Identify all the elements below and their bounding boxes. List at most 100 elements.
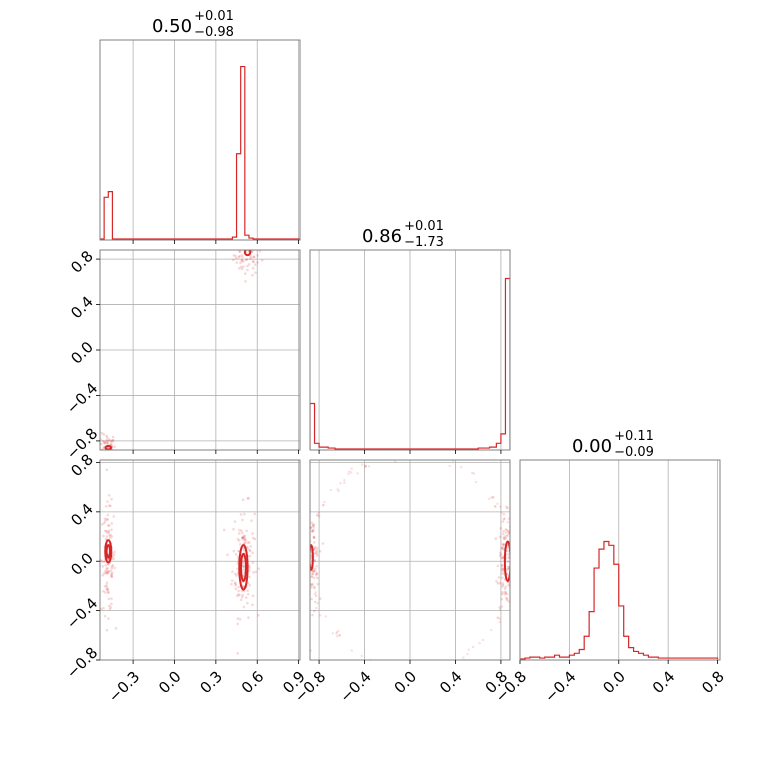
- scatter-point: [500, 511, 503, 514]
- scatter-point: [324, 615, 327, 618]
- scatter-point: [501, 520, 505, 523]
- scatter-point: [314, 545, 317, 549]
- scatter-point: [234, 587, 238, 591]
- scatter-point: [248, 566, 251, 569]
- panel-content: [100, 240, 264, 454]
- scatter-point: [110, 571, 114, 575]
- scatter-point: [507, 600, 510, 603]
- scatter-point: [251, 536, 255, 540]
- scatter-point: [311, 524, 315, 528]
- scatter-point: [505, 598, 509, 602]
- scatter-point: [495, 579, 498, 583]
- scatter-point: [307, 539, 309, 541]
- scatter-point: [252, 240, 255, 243]
- panel-1-1: 0.86 +0.01−1.73: [309, 219, 511, 454]
- scatter-point: [107, 524, 111, 527]
- scatter-point: [310, 575, 313, 578]
- scatter-point: [313, 592, 317, 596]
- scatter-point: [246, 264, 249, 268]
- scatter-point: [311, 613, 314, 617]
- scatter-point: [507, 567, 510, 571]
- scatter-point: [512, 562, 514, 564]
- scatter-point: [319, 614, 322, 617]
- scatter-point: [106, 531, 109, 534]
- scatter-point: [501, 567, 505, 571]
- scatter-point: [226, 553, 229, 557]
- scatter-point: [348, 470, 351, 473]
- scatter-point: [251, 266, 255, 270]
- scatter-point: [491, 496, 495, 499]
- scatter-point: [242, 247, 245, 250]
- scatter-point: [243, 512, 246, 516]
- scatter-point: [506, 520, 510, 524]
- scatter-point: [102, 440, 106, 444]
- y-tick-label: 0.4: [67, 293, 97, 323]
- scatter-point: [412, 452, 414, 454]
- scatter-point: [248, 554, 252, 558]
- scatter-point: [104, 451, 107, 454]
- scatter-point: [237, 589, 240, 593]
- scatter-point: [241, 255, 244, 259]
- scatter-point: [451, 661, 453, 663]
- scatter-point: [102, 446, 105, 449]
- scatter-point: [245, 529, 248, 533]
- scatter-point: [500, 564, 504, 567]
- histogram-step-2: [520, 540, 719, 660]
- scatter-point: [101, 439, 105, 443]
- scatter-point: [238, 528, 241, 532]
- scatter-point: [100, 523, 104, 526]
- scatter-point: [105, 586, 109, 589]
- scatter-point: [427, 451, 429, 453]
- scatter-point: [403, 450, 405, 452]
- panel-2-1: −0.8 −0.4 0.0 0.4 0.8: [291, 450, 515, 706]
- scatter-point: [107, 617, 110, 620]
- panel-title-minus: −1.73: [404, 235, 444, 250]
- scatter-point: [314, 591, 317, 594]
- scatter-point: [251, 273, 254, 277]
- histogram-step-1: [310, 277, 510, 450]
- panel-background: [520, 460, 720, 660]
- scatter-point: [109, 606, 112, 609]
- scatter-point: [510, 578, 512, 580]
- panel-2-0: −0.3 0.0 0.3 0.6 0.9−0.8−0.40.00.40.8: [63, 450, 309, 706]
- scatter-point: [513, 542, 515, 544]
- scatter-point: [420, 454, 422, 456]
- scatter-point: [315, 554, 319, 557]
- scatter-point: [237, 585, 240, 589]
- scatter-point: [106, 591, 110, 594]
- y-tick-label: −0.4: [63, 594, 101, 632]
- scatter-point: [498, 605, 502, 609]
- scatter-point: [500, 563, 504, 567]
- scatter-point: [471, 645, 475, 649]
- scatter-point: [343, 481, 346, 485]
- scatter-point: [110, 535, 114, 538]
- scatter-point: [507, 517, 510, 520]
- scatter-point: [105, 529, 108, 533]
- scatter-point: [113, 445, 117, 449]
- scatter-point: [109, 504, 112, 508]
- scatter-point: [492, 495, 495, 499]
- scatter-point: [251, 594, 255, 598]
- scatter-point: [237, 539, 241, 542]
- scatter-point: [110, 565, 114, 568]
- scatter-point: [249, 256, 253, 259]
- scatter-point: [103, 441, 107, 445]
- scatter-point: [232, 549, 236, 553]
- scatter-point: [242, 565, 245, 569]
- panel-title-plus: +0.11: [614, 429, 654, 444]
- scatter-point: [513, 543, 515, 545]
- scatter-point: [260, 259, 264, 262]
- scatter-point: [240, 529, 243, 533]
- scatter-point: [242, 605, 246, 609]
- scatter-point: [100, 607, 103, 611]
- scatter-point: [105, 535, 109, 538]
- scatter-point: [427, 666, 429, 668]
- scatter-point: [107, 570, 110, 574]
- scatter-point: [251, 250, 254, 253]
- scatter-point: [500, 592, 504, 596]
- scatter-point: [238, 593, 241, 597]
- scatter-point: [312, 569, 315, 572]
- density-contour: [239, 552, 247, 582]
- scatter-point: [243, 542, 246, 545]
- scatter-point: [507, 583, 510, 587]
